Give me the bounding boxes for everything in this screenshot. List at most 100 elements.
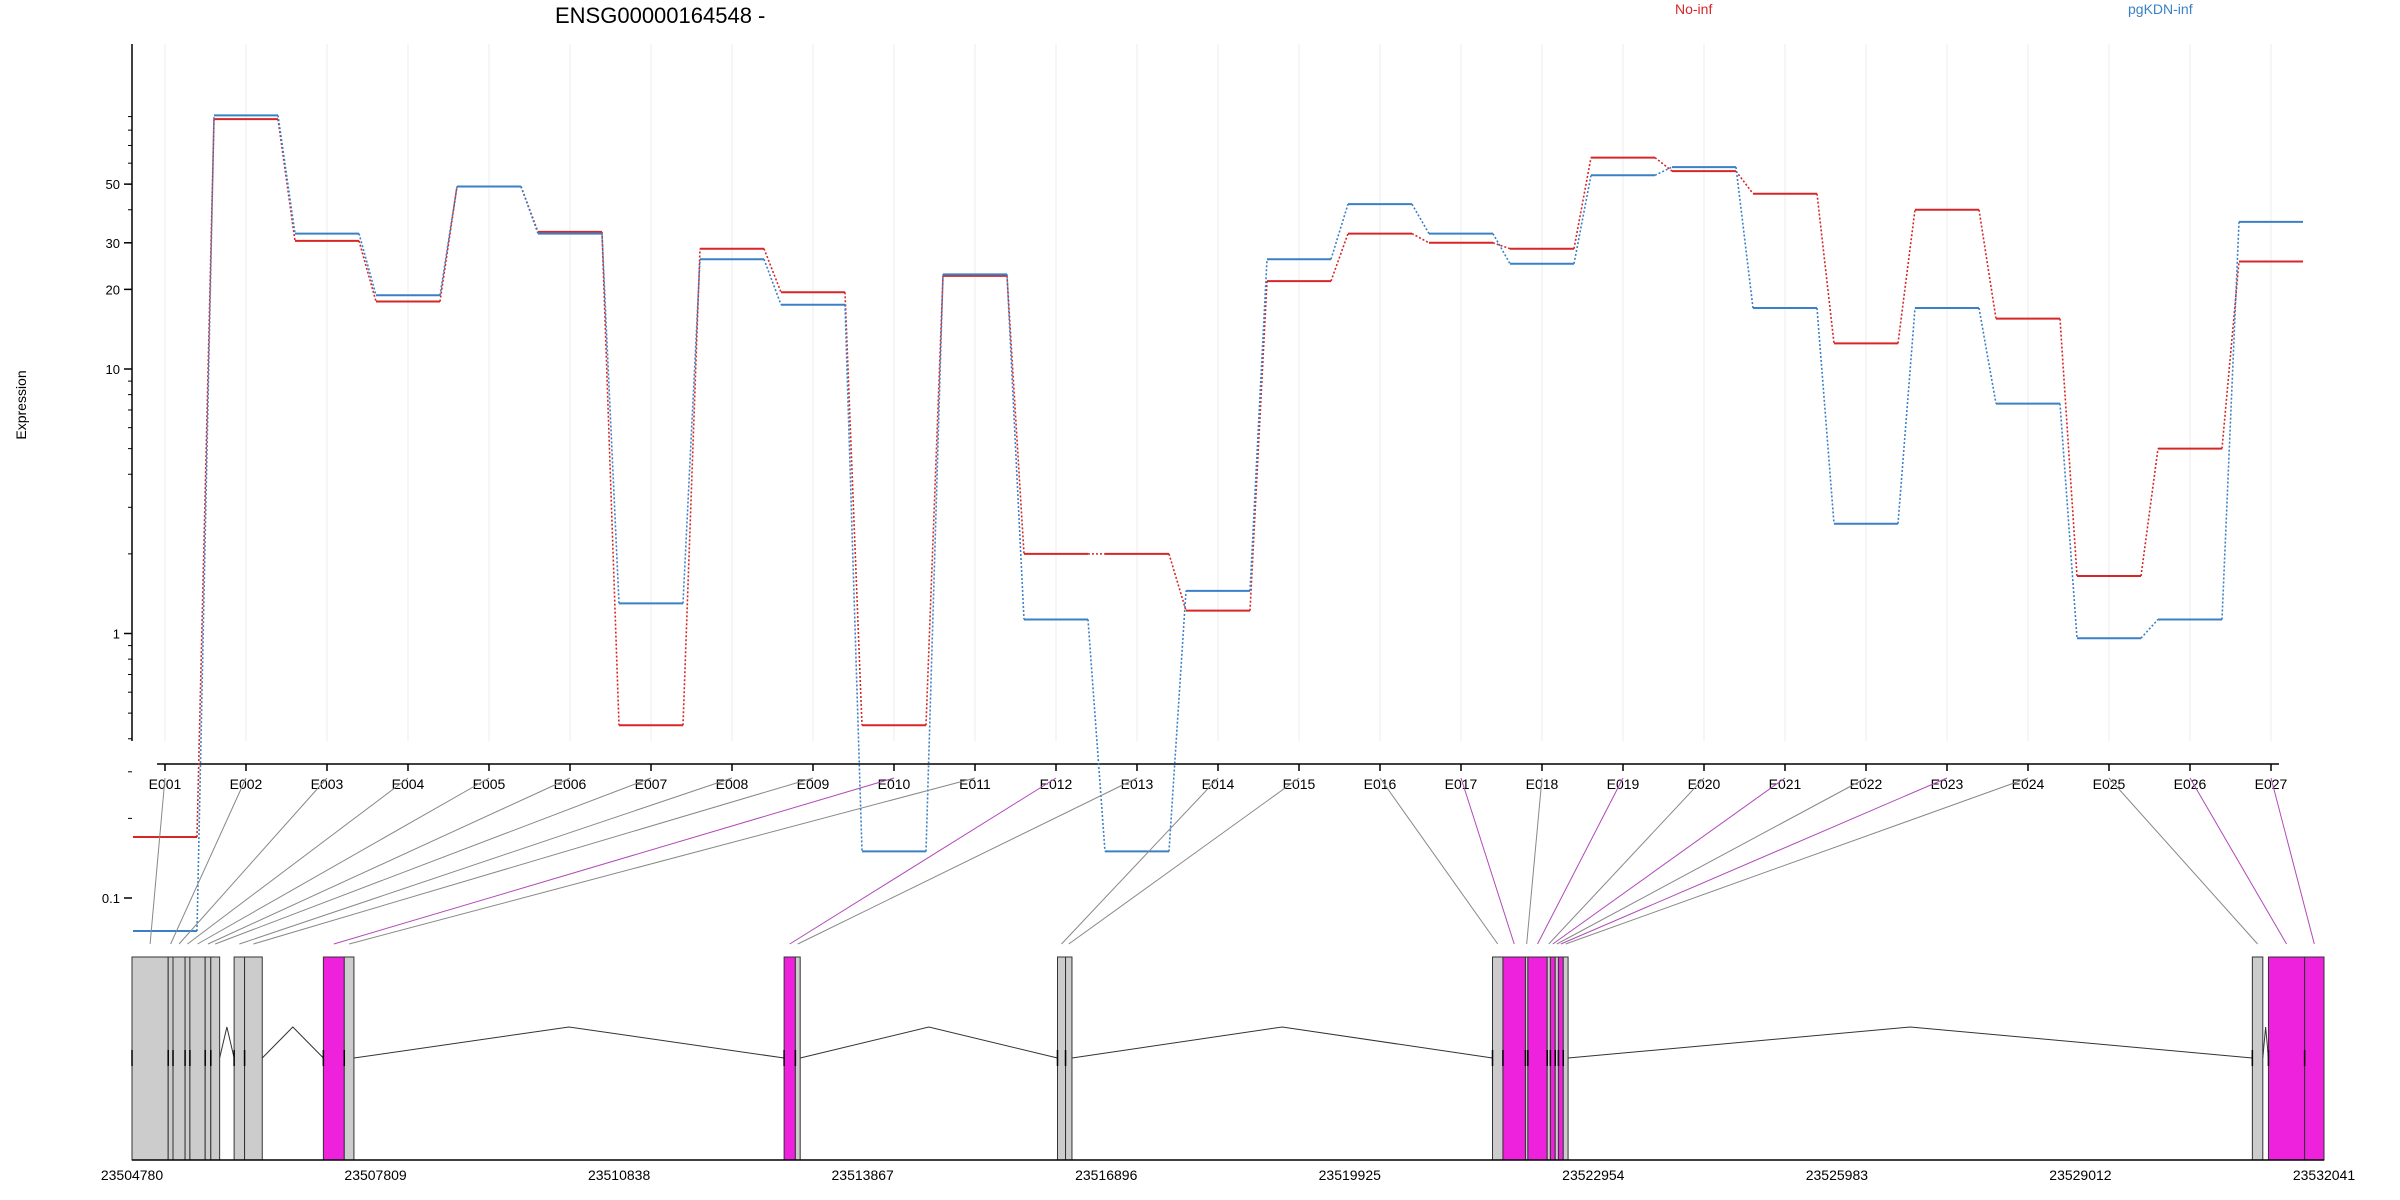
y-tick-label: 1 xyxy=(113,627,120,642)
series-connector xyxy=(1654,156,1673,172)
y-tick-label: 50 xyxy=(106,177,120,192)
series-connector xyxy=(1168,553,1187,611)
series-connector xyxy=(844,304,863,852)
exon-box-e006 xyxy=(204,956,212,1161)
series-connector xyxy=(1168,590,1187,852)
exon-connector-e002 xyxy=(170,777,247,945)
intron-line xyxy=(1071,1026,1493,1059)
gene-model: 23504780 23507809 23510838 23513867 23516896… xyxy=(101,956,2356,1183)
exon-box-e012 xyxy=(783,956,796,1161)
x-tick-label-e018: E018 xyxy=(1526,776,1559,792)
x-tick-label-e013: E013 xyxy=(1121,776,1154,792)
series-connector xyxy=(358,240,377,302)
exon-box-e003 xyxy=(172,956,186,1161)
series-connector xyxy=(1897,307,1916,524)
series-connector xyxy=(277,115,296,234)
series-connector xyxy=(682,248,701,726)
x-tick-label-e027: E027 xyxy=(2255,776,2288,792)
series-pgkdn-inf xyxy=(133,114,2303,933)
exon-box-e019 xyxy=(1527,956,1548,1161)
series-connector xyxy=(682,259,701,604)
series-connector xyxy=(1573,175,1592,264)
series-connector xyxy=(1897,209,1916,344)
series-connector xyxy=(196,115,215,932)
exon-box-e007 xyxy=(210,956,221,1161)
legend-entry-no-inf: No-inf xyxy=(1675,1,1712,17)
series-connector xyxy=(1735,170,1754,195)
exon-connector-e011 xyxy=(348,777,976,945)
intron-line xyxy=(800,1026,1058,1059)
connector-layer xyxy=(149,777,2315,945)
intron-line xyxy=(219,1026,235,1059)
series-connector xyxy=(2140,448,2159,577)
exon-box-e001 xyxy=(131,956,169,1161)
y-tick-label: 30 xyxy=(106,236,120,251)
series-connector xyxy=(1816,193,1835,344)
exon-connector-e022 xyxy=(1556,777,1867,945)
x-tick-label-e012: E012 xyxy=(1040,776,1073,792)
series-connector xyxy=(2140,618,2159,639)
genomic-coordinate-label: 23522954 xyxy=(1562,1167,1625,1183)
exon-box-e005 xyxy=(189,956,206,1161)
exon-connector-e024 xyxy=(1565,777,2029,945)
series-connector xyxy=(2221,261,2240,449)
genomic-coordinate-label: 23513867 xyxy=(832,1167,895,1183)
exon-connector-e015 xyxy=(1068,777,1300,945)
genomic-coordinate-label: 23529012 xyxy=(2049,1167,2112,1183)
series-connector xyxy=(925,275,944,726)
y-tick-label: 20 xyxy=(106,282,120,297)
y-tick-label: 0.1 xyxy=(102,891,120,906)
genomic-coordinate-label: 23525983 xyxy=(1806,1167,1869,1183)
series-connector xyxy=(1654,166,1673,177)
grid-layer xyxy=(164,44,2272,741)
series-connector xyxy=(601,233,620,604)
series-connector xyxy=(1330,203,1349,260)
exon-connector-e007 xyxy=(215,777,652,945)
series-connector xyxy=(439,186,458,302)
x-tick-label-e002: E002 xyxy=(230,776,263,792)
genomic-coordinate-label: 23510838 xyxy=(588,1167,651,1183)
series-layer xyxy=(133,114,2303,933)
exon-box-e010 xyxy=(322,956,345,1161)
exon-connector-e017 xyxy=(1460,777,1515,945)
exon-connector-e012 xyxy=(789,777,1057,945)
exon-connector-e016 xyxy=(1379,777,1499,945)
series-connector xyxy=(1249,281,1268,611)
x-tick-label-e024: E024 xyxy=(2012,776,2045,792)
series-connector xyxy=(1411,203,1430,235)
exon-connector-e018 xyxy=(1526,777,1543,945)
series-connector xyxy=(2059,403,2078,639)
exon-connector-e009 xyxy=(253,777,814,945)
legend-entry-pgkdn-inf: pgKDN-inf xyxy=(2128,1,2193,17)
x-tick-label-e015: E015 xyxy=(1283,776,1316,792)
series-connector xyxy=(763,248,782,293)
x-tick-label-e021: E021 xyxy=(1769,776,1802,792)
y-tick-label: 10 xyxy=(106,362,120,377)
exon-connector-e004 xyxy=(187,777,409,945)
exon-connector-e008 xyxy=(239,777,733,945)
genomic-coordinate-label: 23519925 xyxy=(1319,1167,1382,1183)
series-connector xyxy=(1492,242,1511,250)
series-connector xyxy=(1330,233,1349,282)
series-connector xyxy=(1573,157,1592,249)
x-tick-label-e023: E023 xyxy=(1931,776,1964,792)
exon-connector-e021 xyxy=(1552,777,1786,945)
series-connector xyxy=(1006,275,1025,554)
exon-connector-e010 xyxy=(333,777,895,945)
series-connector xyxy=(925,274,944,852)
series-connector xyxy=(1087,619,1106,852)
x-tick-label-e019: E019 xyxy=(1607,776,1640,792)
series-connector xyxy=(1249,259,1268,591)
x-tick-label-e006: E006 xyxy=(554,776,587,792)
genomic-coordinate-label: 23532041 xyxy=(2293,1167,2356,1183)
series-connector xyxy=(1735,166,1754,309)
x-tick-label-e016: E016 xyxy=(1364,776,1397,792)
exon-box-e027 xyxy=(2304,956,2325,1161)
exon-connector-e006 xyxy=(207,777,571,945)
exon-connector-e005 xyxy=(197,777,490,945)
exon-box-e017 xyxy=(1502,956,1526,1161)
exon-box-e009 xyxy=(244,956,263,1161)
series-connector xyxy=(1411,232,1430,244)
exon-box-e014 xyxy=(1056,956,1067,1161)
